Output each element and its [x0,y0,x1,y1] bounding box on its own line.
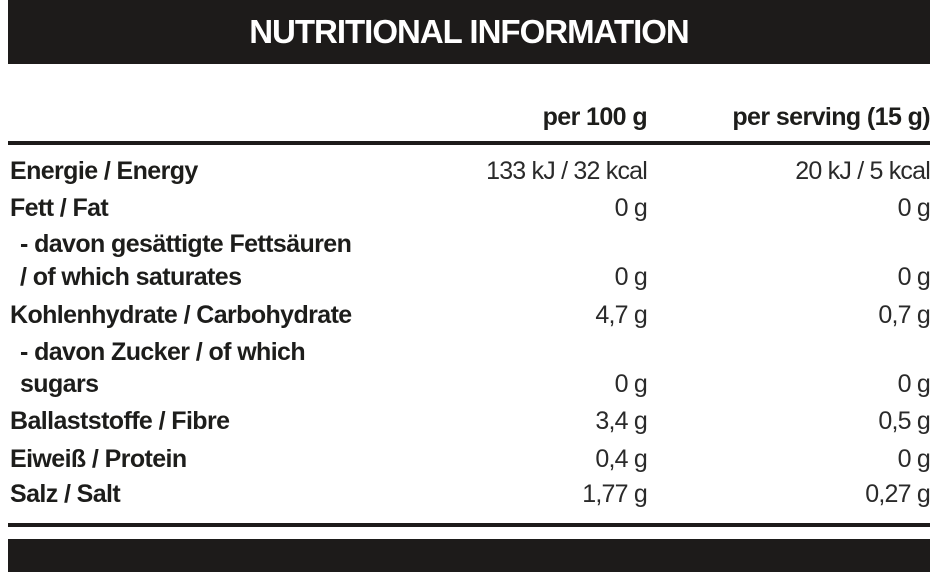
value-per-100g: 133 kJ / 32 kcal [486,157,648,185]
row-label: Fett / Fat [10,194,109,222]
row-label: Eiweiß / Protein [10,445,187,473]
value-per-100g: 1,77 g [582,480,648,508]
table-title: NUTRITIONAL INFORMATION [249,13,690,50]
value-per-serving: 0 g [897,263,931,291]
value-per-100g: 0,4 g [595,445,647,473]
column-header-per-100g: per 100 g [542,103,648,131]
value-per-serving: 0,7 g [878,301,930,329]
row-label-line2: sugars [20,370,99,398]
footer-rule [8,523,930,527]
row-label: Energie / Energy [10,157,198,185]
row-label: Salz / Salt [10,480,121,508]
value-per-serving: 0 g [897,445,931,473]
value-per-serving: 20 kJ / 5 kcal [795,157,931,185]
footer-bar [8,539,930,572]
header-bar [8,0,930,64]
value-per-serving: 0 g [897,370,931,398]
row-label: Kohlenhydrate / Carbohydrate [10,301,352,329]
value-per-serving: 0,5 g [878,407,930,435]
row-label: - davon Zucker / of which [20,338,306,366]
value-per-100g: 0 g [614,370,648,398]
row-label: Ballaststoffe / Fibre [10,407,230,435]
value-per-100g: 3,4 g [595,407,647,435]
value-per-100g: 0 g [614,263,648,291]
row-label: - davon gesättigte Fettsäuren [20,230,352,258]
header-rule [8,141,930,145]
value-per-serving: 0 g [897,194,931,222]
column-header-per-serving: per serving (15 g) [732,103,930,131]
value-per-100g: 4,7 g [595,301,647,329]
row-label-line2: / of which saturates [20,263,242,291]
value-per-serving: 0,27 g [865,480,931,508]
value-per-100g: 0 g [614,194,648,222]
